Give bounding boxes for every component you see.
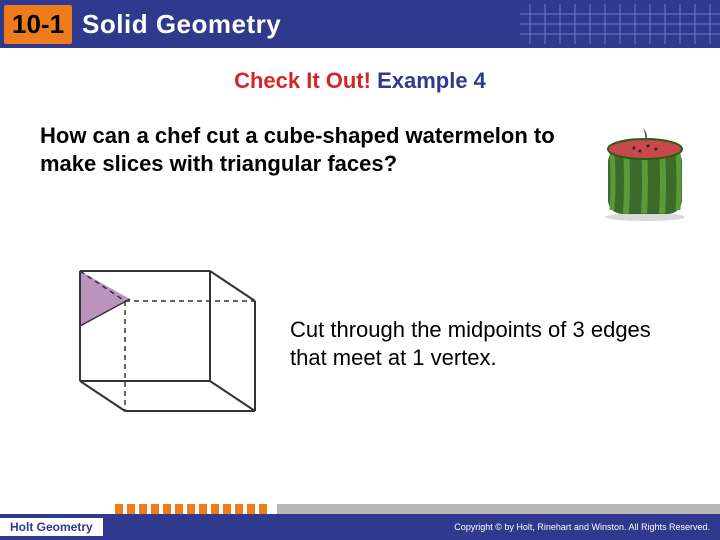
chapter-badge: 10-1 <box>4 5 72 44</box>
chapter-title: Solid Geometry <box>82 9 281 40</box>
header-grid-decoration <box>520 4 720 44</box>
cube-diagram <box>60 251 270 436</box>
subtitle-blue: Example 4 <box>371 68 486 93</box>
slide-header: 10-1 Solid Geometry <box>0 0 720 48</box>
subtitle-red: Check It Out! <box>234 68 371 93</box>
slide-footer: Holt Geometry Copyright © by Holt, Rineh… <box>0 514 720 540</box>
watermelon-image <box>590 122 700 227</box>
question-text: How can a chef cut a cube-shaped waterme… <box>40 122 572 177</box>
footer-stripe <box>0 504 720 514</box>
footer-brand: Holt Geometry <box>0 518 103 536</box>
footer-copyright: Copyright © by Holt, Rinehart and Winsto… <box>454 522 710 532</box>
answer-text: Cut through the midpoints of 3 edges tha… <box>290 316 690 371</box>
answer-row: Cut through the midpoints of 3 edges tha… <box>0 251 720 436</box>
example-subtitle: Check It Out! Example 4 <box>0 68 720 94</box>
question-row: How can a chef cut a cube-shaped waterme… <box>0 122 720 227</box>
